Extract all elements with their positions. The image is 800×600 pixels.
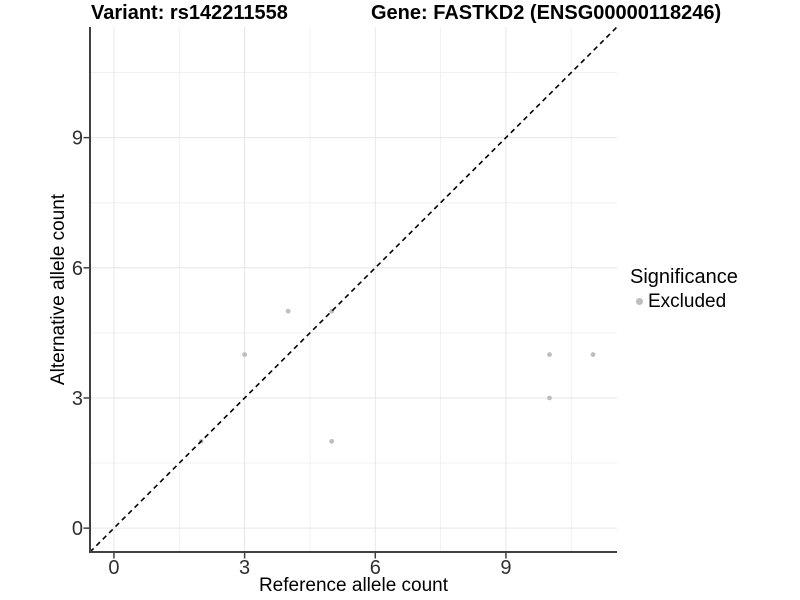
y-tick-label: 9 <box>72 128 83 150</box>
plot-title-gene: Gene: FASTKD2 (ENSG00000118246) <box>371 2 722 24</box>
plot-title-variant: Variant: rs142211558 <box>91 2 288 24</box>
legend-entry-label: Excluded <box>648 291 727 312</box>
data-point <box>590 352 596 357</box>
data-point <box>329 438 335 444</box>
identity-line <box>89 26 618 553</box>
x-axis-title: Reference allele count <box>259 575 449 596</box>
y-tick-label: 0 <box>72 518 83 540</box>
data-point <box>242 352 248 357</box>
y-tick-label: 6 <box>72 258 83 280</box>
y-axis-title: Alternative allele count <box>48 193 69 385</box>
x-tick-label: 0 <box>108 557 119 579</box>
x-tick-label: 3 <box>239 557 250 579</box>
x-tick-label: 9 <box>500 557 511 579</box>
data-point <box>285 308 291 314</box>
legend-entry-excluded: Excluded <box>630 290 798 313</box>
y-tick-label: 3 <box>72 388 83 410</box>
legend: Significance Excluded <box>630 266 798 313</box>
legend-title: Significance <box>630 266 738 288</box>
x-tick-label: 6 <box>370 557 381 579</box>
legend-key-dot <box>636 298 643 305</box>
data-point <box>547 395 552 401</box>
data-point <box>547 352 552 357</box>
